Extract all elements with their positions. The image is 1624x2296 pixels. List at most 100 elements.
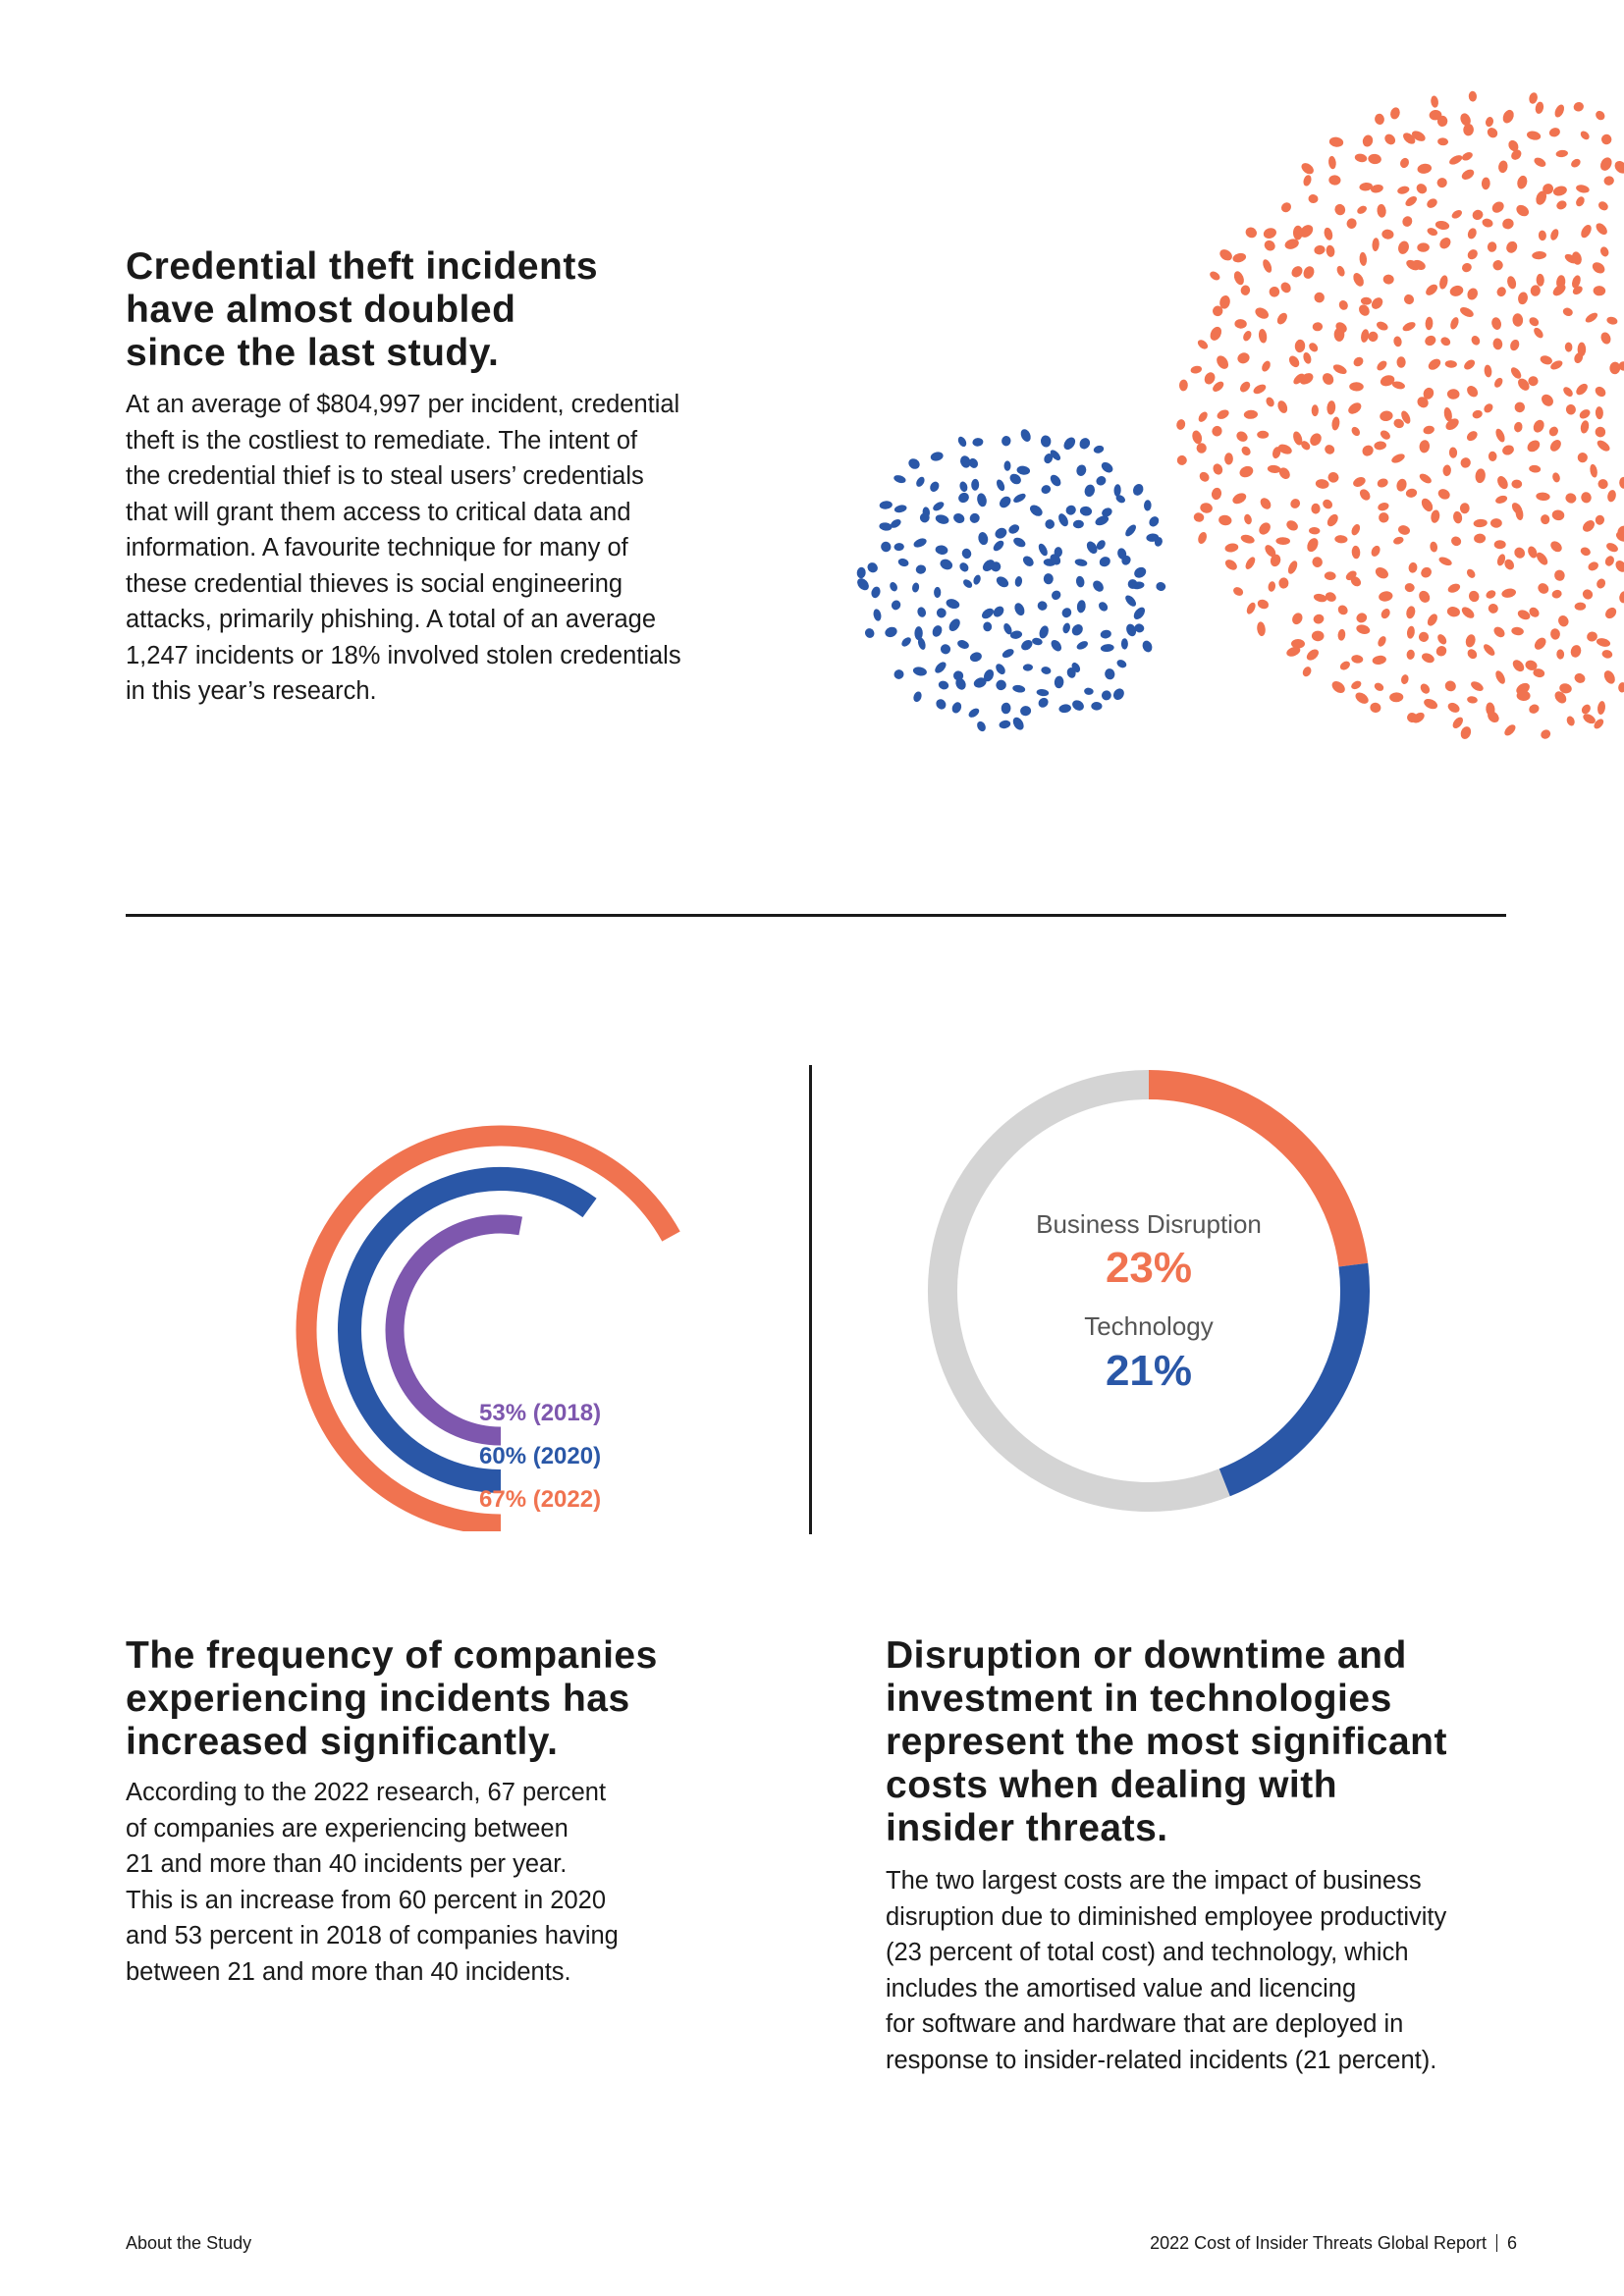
decorative-dot	[1411, 131, 1426, 141]
decorative-dot	[1427, 228, 1438, 237]
decorative-dot	[1041, 485, 1052, 495]
decorative-dot	[1484, 403, 1493, 413]
decorative-dot	[1424, 698, 1438, 710]
decorative-dot	[1003, 460, 1011, 471]
decorative-dot	[917, 607, 927, 617]
decorative-dot	[1533, 419, 1544, 433]
decorative-dot	[1001, 436, 1011, 447]
decorative-dot	[1260, 498, 1272, 509]
decorative-dot	[1270, 554, 1281, 567]
decorative-dot	[1286, 646, 1301, 657]
decorative-dot	[1566, 716, 1575, 726]
decorative-dot	[1487, 241, 1497, 252]
decorative-dot	[1219, 249, 1232, 261]
decorative-dot	[1444, 360, 1457, 368]
decorative-dot	[1502, 445, 1514, 455]
decorative-dot	[1538, 230, 1546, 241]
decorative-dot	[991, 561, 1001, 572]
decorative-dot	[1032, 637, 1043, 646]
decorative-dot	[1597, 440, 1610, 452]
decorative-dot	[1240, 285, 1251, 295]
decorative-dot	[1334, 535, 1348, 544]
decorative-dot	[999, 496, 1011, 508]
heading-line: experiencing incidents has	[126, 1678, 630, 1720]
decorative-dot	[1474, 533, 1487, 544]
decorative-dot	[1530, 285, 1541, 296]
decorative-dot	[1072, 519, 1084, 529]
decorative-dot	[1259, 522, 1271, 535]
decorative-dot	[1618, 682, 1624, 693]
decorative-dot	[1233, 587, 1244, 596]
decorative-dot	[1600, 133, 1612, 145]
decorative-dot	[1574, 672, 1586, 683]
decorative-dot	[1326, 400, 1336, 415]
decorative-dot	[912, 582, 920, 593]
decorative-dot-clusters	[856, 90, 1624, 739]
blue-dot-cluster	[856, 429, 1166, 732]
arc-2020	[338, 1167, 597, 1493]
decorative-dot	[1272, 447, 1281, 459]
decorative-dot	[1541, 729, 1551, 739]
decorative-dot	[1351, 680, 1362, 690]
decorative-dot	[1448, 447, 1458, 458]
decorative-dot	[1595, 406, 1603, 420]
decorative-dot	[1447, 583, 1461, 593]
decorative-dot	[1287, 561, 1298, 574]
decorative-dot	[1100, 629, 1111, 639]
decorative-dot	[1594, 719, 1604, 729]
decorative-dot	[1379, 512, 1389, 523]
decorative-dot	[1257, 430, 1270, 439]
decorative-dot	[1204, 372, 1216, 385]
decorative-dot	[1512, 660, 1525, 672]
decorative-dot	[1374, 682, 1384, 691]
decorative-dot	[1419, 473, 1432, 484]
decorative-dot	[1390, 107, 1400, 120]
decorative-dot	[1101, 690, 1111, 701]
decorative-dot	[1308, 193, 1319, 204]
decorative-dot	[959, 562, 969, 572]
decorative-dot	[1113, 484, 1121, 497]
decorative-dot	[1156, 581, 1166, 592]
decorative-dot	[940, 644, 951, 655]
decorative-dot	[1492, 338, 1503, 350]
decorative-dot	[1581, 492, 1592, 504]
decorative-dot	[1014, 576, 1023, 587]
decorative-dot	[977, 493, 987, 507]
decorative-dot	[1514, 401, 1526, 413]
decorative-dot	[1302, 667, 1312, 677]
decorative-dot	[1405, 195, 1417, 207]
decorative-dot	[1534, 157, 1546, 167]
decorative-dot	[1381, 229, 1394, 240]
decorative-dot	[1362, 134, 1374, 147]
arc-2022	[296, 1125, 680, 1531]
decorative-dot	[1301, 163, 1314, 175]
body-line: This is an increase from 60 percent in 2…	[126, 1886, 607, 1914]
decorative-dot	[1406, 606, 1416, 619]
decorative-dot	[1020, 429, 1031, 442]
decorative-dot	[1196, 443, 1207, 454]
decorative-dot	[1116, 660, 1127, 668]
decorative-dot	[1190, 365, 1203, 374]
decorative-dot	[1288, 355, 1300, 368]
decorative-dot	[1309, 526, 1321, 535]
decorative-dot	[1374, 441, 1386, 451]
decorative-dot	[957, 436, 967, 448]
decorative-dot	[1036, 689, 1050, 697]
decorative-dot	[978, 532, 989, 546]
decorative-dot	[1061, 608, 1072, 618]
decorative-dot	[1421, 498, 1434, 512]
decorative-dot	[1217, 355, 1229, 369]
decorative-dot	[1444, 680, 1456, 692]
decorative-dot	[1418, 631, 1430, 643]
decorative-dot	[932, 625, 943, 637]
decorative-dot	[1471, 681, 1484, 691]
decorative-dot	[1050, 474, 1061, 487]
decorative-dot	[1484, 644, 1495, 656]
decorative-dot	[1558, 615, 1569, 627]
decorative-dot	[1328, 136, 1344, 147]
decorative-dot	[1416, 184, 1428, 194]
decorative-dot	[1471, 336, 1481, 346]
orange-dot-cluster	[1176, 90, 1624, 739]
footer-section-label: About the Study	[126, 2233, 252, 2253]
decorative-dot	[1355, 692, 1369, 704]
